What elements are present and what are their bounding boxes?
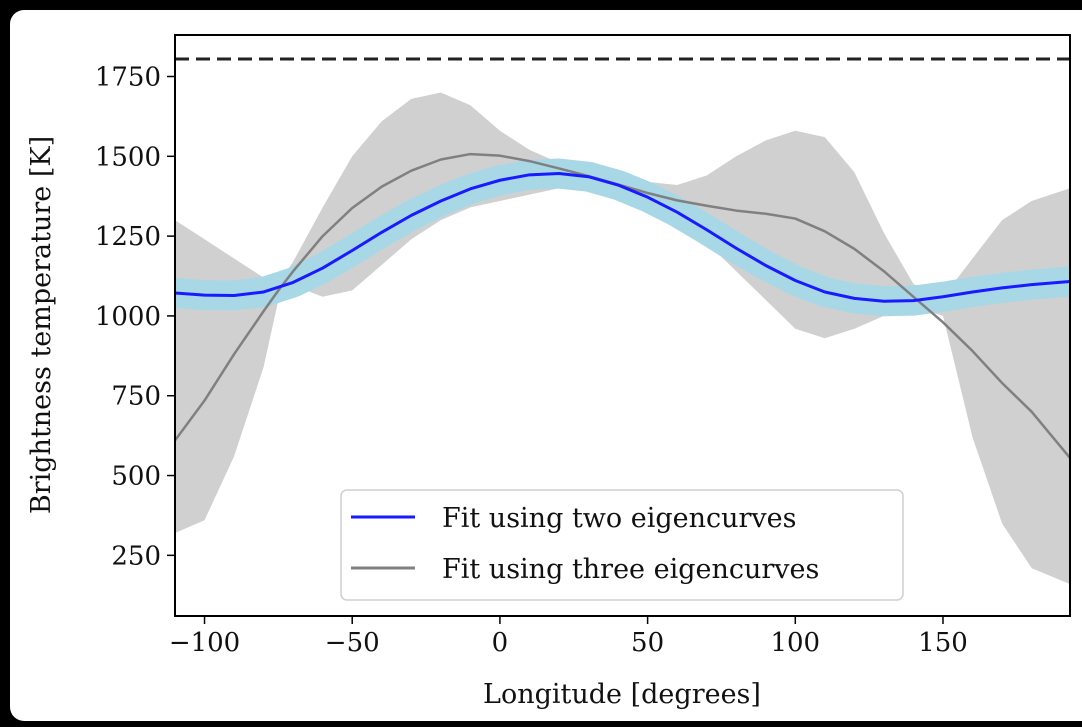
series-line-two-eigencurves [175, 172, 1070, 303]
y-tick-label: 1000 [95, 302, 161, 332]
x-axis-label: Longitude [degrees] [483, 679, 761, 710]
axes-frame [174, 34, 1071, 617]
x-tick-label: 100 [770, 628, 820, 658]
x-tick-label: −50 [325, 628, 380, 658]
chart: −100 −50 0 50 100 150 250 500 750 1000 1250 1500 175… [26, 34, 1071, 710]
y-axis-label: Brightness temperature [K] [26, 136, 57, 514]
x-tick-label: −100 [169, 628, 240, 658]
y-tick-label: 500 [111, 462, 161, 492]
y-tick-label: 750 [111, 382, 161, 412]
y-tick-label: 250 [111, 541, 161, 571]
x-tick-label: 0 [492, 628, 509, 658]
legend-label-three-eigencurves: Fit using three eigencurves [442, 554, 819, 585]
y-tick-label: 1250 [95, 222, 161, 252]
y-tick-label: 1750 [95, 63, 161, 93]
figure-panel: −100 −50 0 50 100 150 250 500 750 1000 1250 1500 175… [10, 10, 1082, 721]
y-tick-label: 1500 [95, 142, 161, 172]
x-tick-label: 50 [631, 628, 664, 658]
legend: Fit using two eigencurves Fit using thre… [340, 489, 904, 601]
legend-label-two-eigencurves: Fit using two eigencurves [442, 503, 797, 534]
plot-area [175, 57, 1070, 585]
legend-box [340, 489, 904, 601]
axis-ticks: −100 −50 0 50 100 150 250 500 750 1000 1250 1500 175… [95, 63, 968, 659]
x-tick-label: 150 [918, 628, 968, 658]
